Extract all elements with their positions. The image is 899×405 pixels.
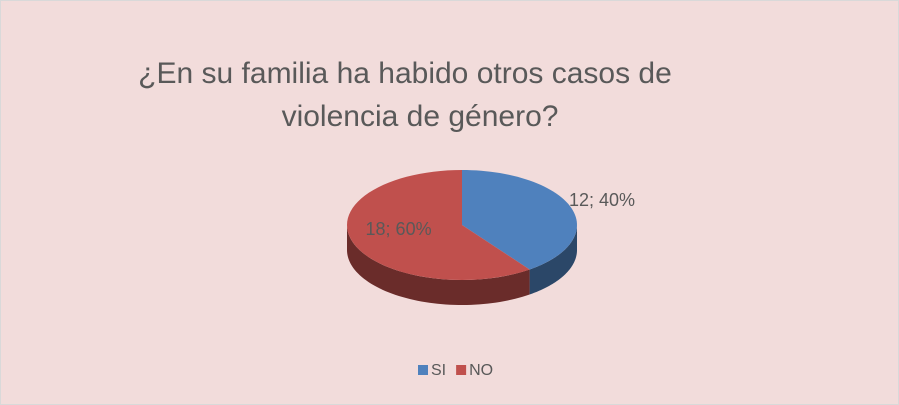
pie-side <box>347 225 530 305</box>
chart-title: ¿En su familia ha habido otros casos de <box>138 57 672 90</box>
legend-swatch <box>456 365 467 375</box>
legend-label: SI <box>431 362 446 379</box>
data-label: 18; 60% <box>366 219 432 239</box>
pie-slice <box>462 170 577 270</box>
chart-title: violencia de género? <box>282 100 559 133</box>
legend-swatch <box>418 365 428 375</box>
data-label: 12; 40% <box>569 190 635 210</box>
legend-label: NO <box>469 362 493 379</box>
pie-slice <box>347 170 530 280</box>
pie-side <box>529 225 577 295</box>
